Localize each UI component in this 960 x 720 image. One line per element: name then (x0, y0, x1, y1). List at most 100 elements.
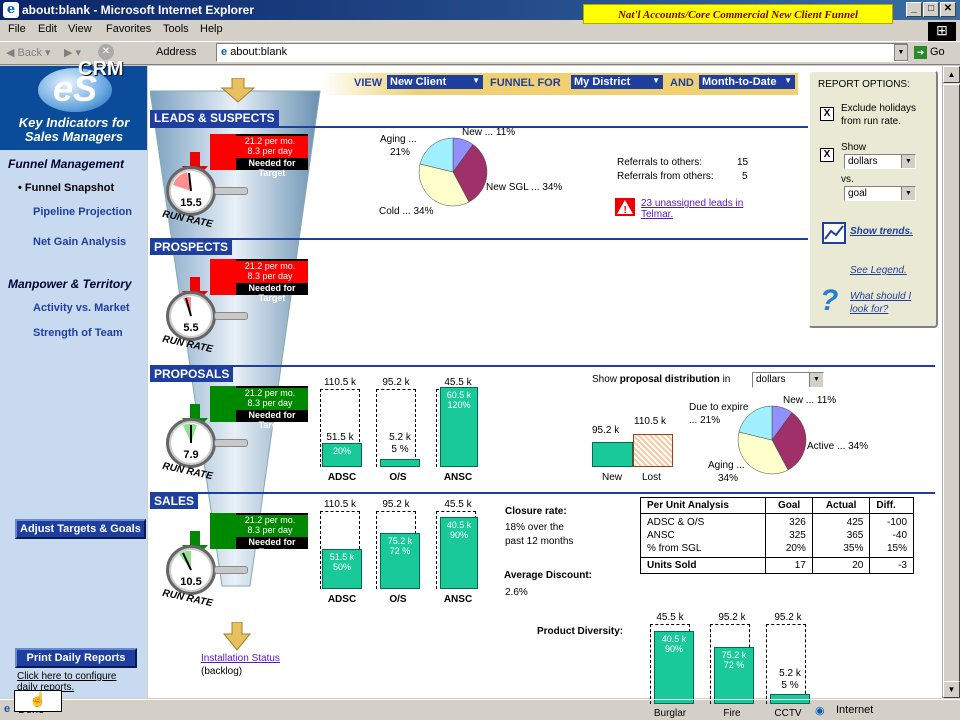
vs-select-value: goal (848, 188, 867, 199)
configure-reports-link[interactable]: Click here to configure daily reports. (17, 671, 117, 693)
sales-os-pct: 72 % (389, 546, 411, 556)
period-select[interactable]: Month-to-Date ▼ (699, 75, 795, 89)
nav-net-gain-analysis[interactable]: Net Gain Analysis (33, 236, 127, 248)
crm-label: CRM (78, 58, 124, 80)
and-label: AND (670, 77, 694, 89)
exclude-holidays-checkbox[interactable]: X (820, 107, 834, 121)
adjust-targets-button[interactable]: Adjust Targets & Goals (15, 519, 146, 539)
nav-activity-vs-market[interactable]: Activity vs. Market (33, 302, 130, 314)
address-input[interactable]: e about:blank (216, 43, 908, 62)
burglar-pct: 90% (664, 644, 683, 654)
show-trends-link[interactable]: Show trends. (850, 226, 913, 237)
sales-adsc-pct: 50% (332, 562, 351, 572)
leads-target: 21.2 per mo. 8.3 per day Needed for Targe… (210, 134, 308, 178)
proposals-ansc-cap: ANSC (443, 472, 473, 483)
show-label: Show (841, 142, 867, 153)
prospects-rule (150, 238, 935, 240)
show-select[interactable]: dollars ▼ (844, 154, 916, 169)
installation-status-link[interactable]: Installation Status (201, 653, 280, 664)
nav-pipeline-projection[interactable]: Pipeline Projection (33, 206, 133, 218)
unassigned-leads-link[interactable]: 23 unassigned leads in Telmar. (641, 198, 744, 220)
referrals-from-label: Referrals from others: (617, 171, 714, 182)
show-dist-bold: proposal distribution (619, 374, 720, 385)
proposal-pie-aging-label: Aging ... (708, 460, 745, 471)
print-daily-reports-button[interactable]: Print Daily Reports (15, 648, 137, 668)
prospects-dial: 5.5 (166, 291, 216, 341)
proposal-distribution-label: Show proposal distribution in (592, 374, 730, 385)
what-to-look-for-link[interactable]: What should I look for? (850, 291, 912, 315)
table-cell: -3 (869, 557, 914, 574)
table-cell: 20 (811, 557, 871, 574)
proposals-os-goal-box (376, 389, 416, 467)
scroll-down-icon[interactable]: ▼ (943, 681, 960, 698)
page-icon: e (221, 46, 231, 58)
district-select[interactable]: My District ▼ (571, 75, 663, 89)
vs-select[interactable]: goal ▼ (844, 186, 916, 201)
proposals-target-label: Needed for Target (248, 410, 296, 430)
vertical-scrollbar[interactable]: ▲ ▼ (942, 66, 960, 698)
scroll-up-icon[interactable]: ▲ (943, 66, 960, 83)
manpower-heading: Manpower & Territory (8, 277, 132, 291)
leads-pie-aging-label: Aging ... (380, 134, 417, 145)
distribution-select-value: dollars (756, 374, 786, 385)
menu-view[interactable]: View (68, 23, 92, 35)
maximize-button[interactable]: □ (923, 2, 939, 17)
leads-pie-cold-label: Cold ... 34% (379, 206, 434, 217)
menu-help[interactable]: Help (200, 23, 223, 35)
sales-adsc-cap: ADSC (327, 594, 357, 605)
show-checkbox[interactable]: X (820, 148, 834, 162)
prospects-heading: PROSPECTS (150, 239, 233, 255)
trends-chart-icon[interactable] (822, 222, 846, 244)
menu-file[interactable]: File (8, 23, 26, 35)
table-row: ADSC & O/S ANSC% from SGL 326 325 20% 425 36… (639, 513, 914, 558)
question-mark-icon: ? (820, 284, 839, 317)
period-select-arrow-icon: ▼ (784, 76, 792, 85)
menu-edit[interactable]: Edit (38, 23, 57, 35)
prospects-target-label: Needed for Target (248, 283, 296, 303)
menu-bar: File Edit View Favorites Tools Help (0, 20, 960, 40)
go-button[interactable]: ➜ Go (912, 43, 952, 62)
product-diversity-label: Product Diversity: (537, 626, 624, 637)
minimize-button[interactable]: _ (906, 2, 922, 17)
proposal-pie-chart (737, 405, 807, 475)
show-dist-prefix: Show (592, 374, 618, 385)
view-label: VIEW (354, 77, 383, 89)
table-header: Per Unit Analysis (639, 497, 767, 514)
leads-target-rate: 21.2 per mo. 8.3 per day (232, 136, 308, 158)
address-value: about:blank (230, 46, 288, 58)
proposals-os-cap: O/S (389, 472, 407, 483)
forward-button[interactable]: ▶ ▾ (64, 47, 82, 59)
address-dropdown-icon[interactable]: ▼ (894, 44, 908, 61)
proposals-adsc-pct: 20% (332, 446, 351, 456)
sales-target: 21.2 per mo. 8.3 per day Needed for Targe… (210, 513, 308, 557)
view-select[interactable]: New Client ▼ (387, 75, 483, 89)
leads-dial: 15.5 (166, 166, 216, 216)
show-dist-suffix: in (722, 374, 731, 385)
sales-adsc-bar: 51.5 k 50% (322, 549, 362, 589)
installation-backlog-label: (backlog) (201, 666, 243, 677)
close-button[interactable]: ✕ (940, 2, 956, 17)
stop-icon[interactable]: ✕ (98, 44, 114, 60)
nav-funnel-snapshot[interactable]: • Funnel Snapshot (18, 182, 115, 194)
ie-icon: e (3, 2, 19, 18)
sales-rule (150, 492, 935, 494)
cctv-goal-box (766, 624, 806, 704)
average-discount-label: Average Discount: (504, 570, 592, 581)
proposal-pie-active-label: Active ... 34% (807, 441, 869, 452)
see-legend-link[interactable]: See Legend. (850, 265, 907, 276)
nav-strength-of-team[interactable]: Strength of Team (33, 327, 123, 339)
prospects-target-rate: 21.2 per mo. 8.3 per day (232, 261, 308, 283)
cctv-cap: CCTV (774, 708, 802, 719)
windows-logo-icon: ⊞ (928, 22, 956, 42)
status-zone: Internet (836, 704, 874, 716)
back-button[interactable]: ◀ Back ▾ (6, 47, 51, 59)
proposals-adsc-value: 51.5 k (326, 432, 354, 443)
distribution-select[interactable]: dollars ▼ (752, 372, 824, 388)
scroll-thumb[interactable] (943, 84, 960, 684)
menu-favorites[interactable]: Favorites (106, 23, 152, 35)
per-unit-analysis-table: Per Unit Analysis Goal Actual Diff. ADSC… (639, 497, 914, 574)
sales-ansc-value: 40.5 k (446, 520, 472, 530)
menu-tools[interactable]: Tools (163, 23, 189, 35)
tagline: Key Indicators for Sales Managers (18, 115, 130, 144)
view-select-value: New Client (390, 76, 447, 88)
